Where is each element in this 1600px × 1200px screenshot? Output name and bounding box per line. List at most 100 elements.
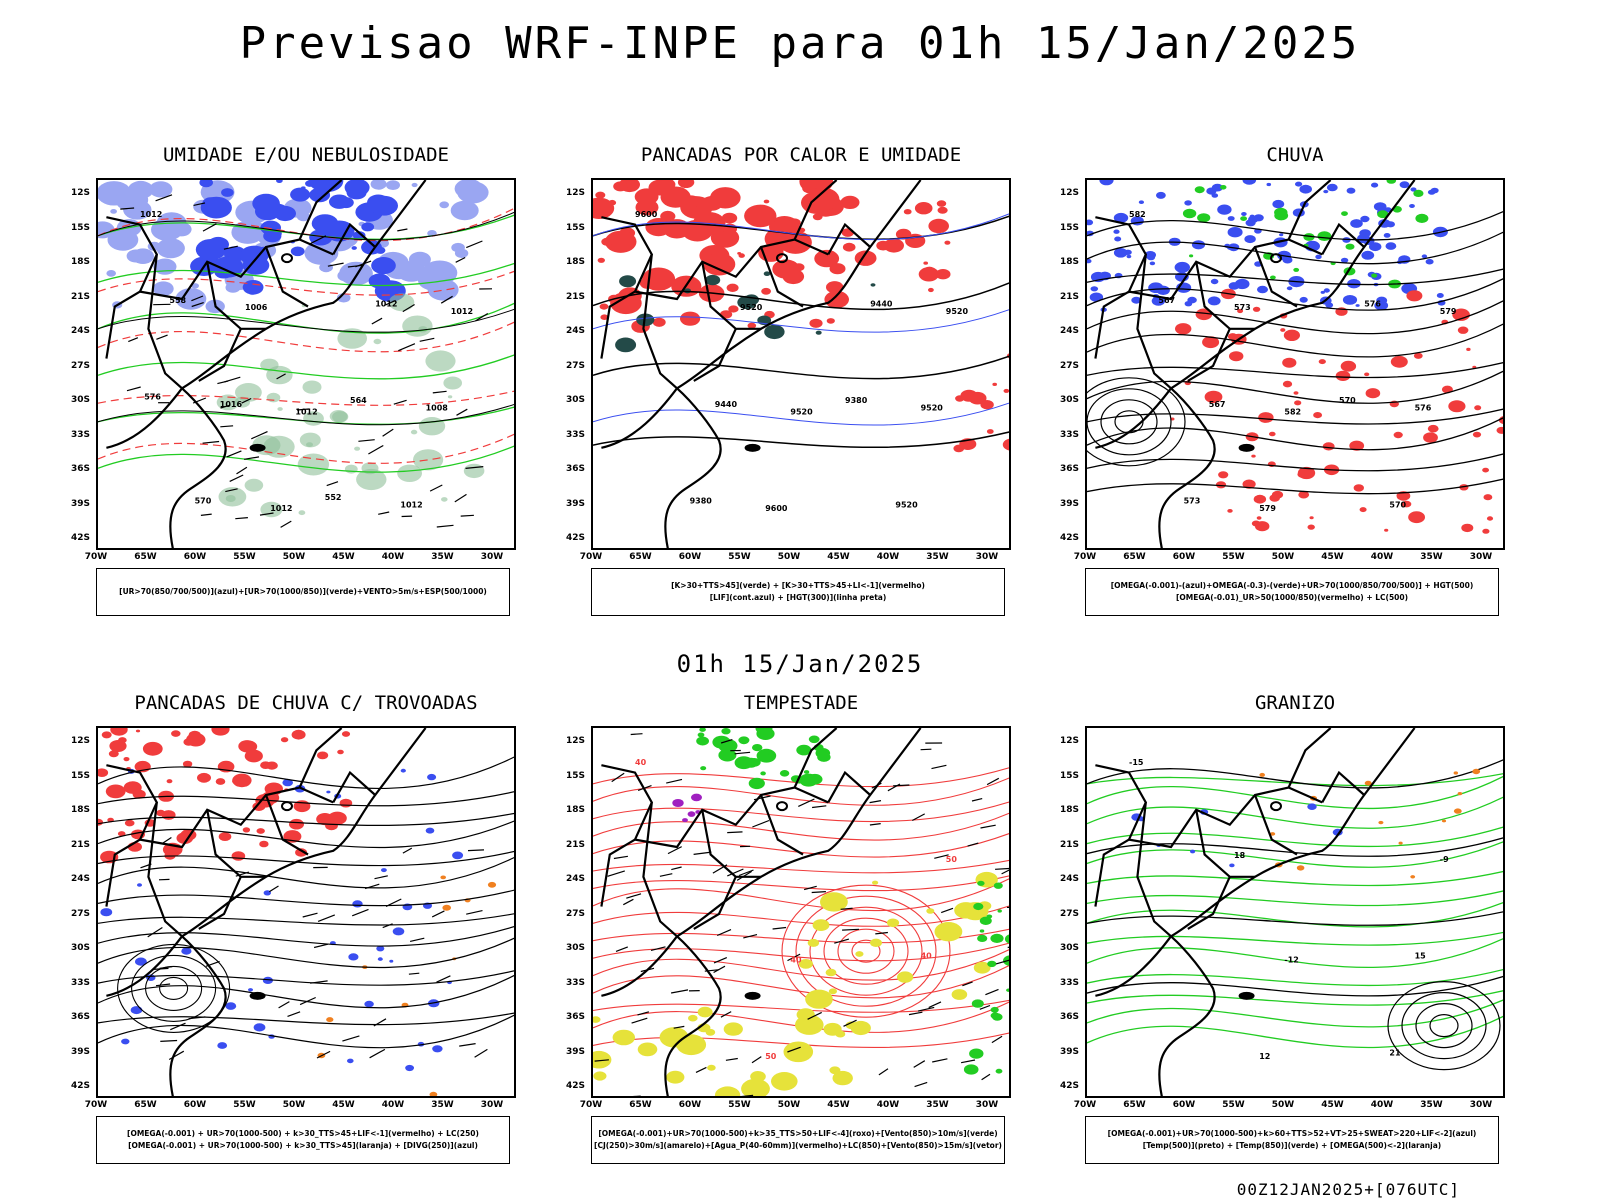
wind850-green-east-cell (1004, 934, 1009, 944)
omega-blue-cell (1191, 240, 1206, 250)
omega-blue-cell (1156, 285, 1170, 295)
thunder-red-cell (218, 832, 232, 841)
contour-label: 1008 (426, 404, 449, 413)
wind-vector (126, 386, 141, 392)
wind-vector (611, 772, 625, 783)
wind-vector (914, 1081, 928, 1088)
main-title: Previsao WRF-INPE para 01h 15/Jan/2025 (239, 18, 1361, 69)
map-panel: 9600 9520 9520 9600 9520 9520 9520 9440 9440 9380… (591, 178, 1011, 550)
thunder-red-cell (117, 831, 126, 837)
wind850-green-cell (712, 735, 731, 749)
map-canvas: 9600 9520 9520 9600 9520 9520 9520 9440 9440 9380… (593, 180, 1009, 548)
lat-tick-label: 27S (1059, 908, 1079, 919)
omega-blue-cell (1346, 187, 1356, 194)
jet-yellow-cell (697, 1006, 713, 1018)
contour-label: 1012 (451, 307, 473, 316)
contour-label: 579 (1259, 504, 1276, 513)
wind-vector (725, 1057, 738, 1061)
red-convection-cell (814, 249, 840, 268)
thunder-red-cell (197, 772, 211, 783)
low-moisture-cell (418, 417, 446, 436)
green-contours-line (98, 354, 514, 380)
lon-tick-label: 70W (1073, 1100, 1097, 1110)
red-ocean-cell (986, 429, 994, 434)
omega-blue-cell (1315, 254, 1322, 260)
lon-tick-label: 50W (1271, 552, 1295, 562)
thunder-red-cell (132, 789, 146, 799)
wind-vector (727, 868, 744, 877)
wind-vector (200, 513, 212, 516)
omega-blue-cell (1342, 295, 1358, 305)
omega-blue-cell (1113, 212, 1129, 223)
divg-blue-cell (135, 957, 147, 966)
wind-vector (834, 938, 850, 944)
low-moisture-cell (388, 293, 415, 312)
red-convection-cell (635, 199, 659, 216)
thunder-red-cell (325, 821, 338, 831)
lon-tick-label: 70W (84, 1100, 108, 1110)
wind850-green-cell (696, 736, 709, 746)
legend-line: [CJ(250)>30m/s](amarelo)+[Agua_P(40-60mm… (594, 1141, 1002, 1150)
wind850-green-cell (718, 748, 737, 762)
lon-tick-label: 45W (332, 1100, 355, 1110)
contour-label: 18 (1234, 851, 1246, 860)
wind850-green-cell (756, 748, 777, 763)
temp500-contours-line (1087, 975, 1503, 997)
red-convection-cell (812, 213, 823, 221)
border-line (105, 838, 141, 907)
wind-vector (369, 1048, 386, 1059)
contour-label: 1012 (400, 500, 422, 509)
moisture-blue-cell (252, 193, 280, 214)
thunder-red-cell (232, 773, 252, 788)
hgt500-lines-line (1087, 278, 1503, 311)
precip-water-contours (593, 767, 1009, 1049)
wind-vector (912, 813, 925, 822)
map-panel: 582 582 579 579 576 573 570 567 576 573 570 567 (1085, 178, 1505, 550)
contour-label: 582 (1129, 210, 1146, 219)
rain-red-cell (1229, 351, 1244, 362)
lat-tick-label: 33S (565, 429, 585, 440)
thunder-red-cell (118, 737, 127, 744)
low-moisture-cell (373, 338, 382, 345)
omega-blue-cell (1383, 233, 1391, 238)
omega-green-cell (1371, 273, 1378, 278)
red-convection-cell (726, 283, 739, 292)
rain-red-cell (1253, 494, 1267, 504)
streamlines-line (98, 974, 514, 1009)
jet-rings-ring (851, 939, 881, 963)
wind-vector (752, 819, 770, 828)
wind-vector (358, 439, 375, 442)
wind850-green-east-cell (971, 999, 984, 1008)
omega-green-cell (1345, 243, 1355, 250)
streamlines-line (98, 856, 514, 889)
hgt500-lines-line (1087, 478, 1503, 495)
omega-blue-cell (1295, 181, 1303, 187)
divg-blue-cell (425, 827, 435, 834)
low-system (1087, 377, 1186, 467)
wind850-green-east-cell (1006, 988, 1009, 992)
thunder-red-cell (101, 731, 112, 739)
omega-blue-cell (1174, 261, 1190, 273)
contour-label: 1012 (270, 504, 292, 513)
omega-blue-cell (1323, 189, 1329, 194)
lon-tick-label: 50W (777, 552, 801, 562)
wind-vector (191, 302, 204, 308)
low-moisture-cell (266, 392, 281, 403)
moisture-light-cell (156, 238, 185, 259)
streamlines-line (98, 970, 514, 986)
wind850-green-east-cell (997, 909, 1002, 913)
wind850-green-east-cell (977, 934, 988, 942)
moisture-light-cell (304, 241, 339, 265)
divg-blue-cell (181, 947, 192, 955)
rain-red-cell (1496, 426, 1503, 434)
rain-red-cell (1322, 442, 1335, 451)
map-canvas: 40 40 50 50 40 (593, 728, 1009, 1096)
moisture-light-cell (319, 262, 333, 273)
red-convection-cell (652, 317, 666, 327)
wind-vector (474, 1048, 488, 1058)
wind-vector (1007, 946, 1009, 949)
wind-vector (409, 937, 425, 942)
wind850-green-cell (796, 744, 812, 756)
contour-label: 558 (169, 296, 186, 305)
rain-red-cell (1237, 308, 1244, 314)
